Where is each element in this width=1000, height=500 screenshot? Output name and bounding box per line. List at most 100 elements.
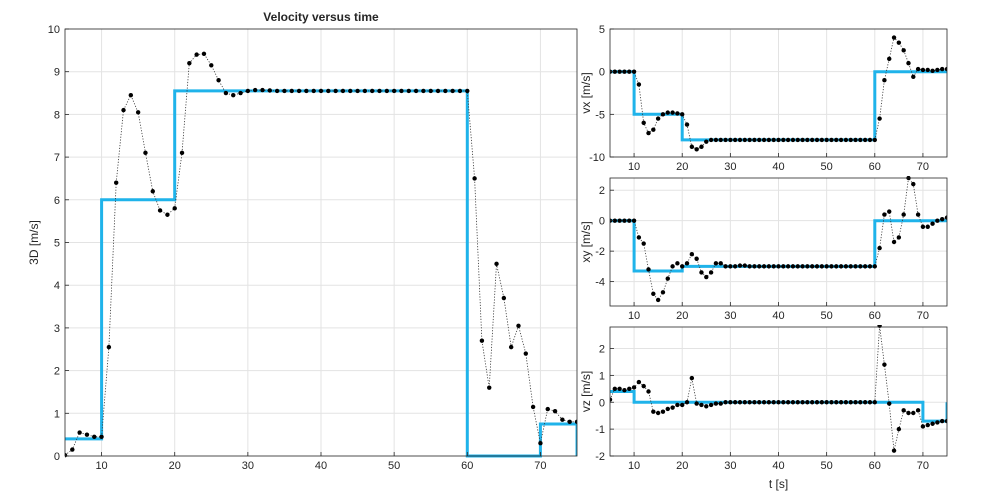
data-point: [867, 137, 873, 143]
data-point: [853, 137, 858, 143]
data-point: [732, 400, 738, 405]
data-point: [670, 110, 675, 115]
data-point: [179, 150, 185, 156]
data-point: [675, 261, 680, 266]
data-point: [684, 122, 690, 127]
data-point: [457, 88, 463, 94]
data-point: [867, 400, 873, 405]
data-point: [737, 263, 743, 268]
data-point: [636, 235, 642, 240]
data-point: [790, 264, 796, 269]
data-point: [665, 406, 670, 412]
y-tick-label: 0: [599, 67, 605, 79]
data-point: [795, 264, 800, 269]
data-point: [824, 400, 829, 405]
x-tick-label: 30: [724, 161, 736, 173]
data-point: [939, 216, 945, 222]
data-point: [622, 218, 627, 223]
data-point: [911, 181, 916, 187]
x-tick-label: 20: [169, 460, 181, 472]
x-tick-label: 10: [628, 310, 640, 322]
data-point: [781, 400, 786, 405]
y-tick-label: 6: [54, 195, 60, 207]
data-point: [761, 400, 767, 405]
data-point: [761, 264, 767, 269]
data-point: [848, 264, 853, 269]
data-point: [472, 176, 477, 181]
data-point: [939, 66, 945, 72]
x-tick-label: 40: [772, 460, 784, 472]
data-point: [326, 88, 331, 94]
data-point: [853, 400, 858, 405]
x-tick-label: 40: [772, 161, 784, 173]
data-point: [680, 112, 685, 117]
data-point: [891, 239, 897, 245]
data-point: [660, 409, 666, 414]
y-tick-label: 10: [48, 24, 60, 36]
x-tick-label: 40: [772, 310, 784, 322]
data-point: [915, 408, 921, 413]
data-point: [925, 224, 930, 229]
data-point: [838, 400, 844, 405]
data-point: [891, 448, 897, 453]
data-point: [930, 68, 935, 74]
data-point: [636, 82, 642, 87]
data-point: [882, 78, 887, 83]
data-point: [530, 404, 536, 410]
data-point: [834, 264, 839, 269]
data-point: [723, 400, 728, 405]
x-tick-label: 70: [917, 460, 929, 472]
x-tick-label: 60: [869, 310, 881, 322]
x-tick-label: 50: [821, 310, 833, 322]
data-point: [824, 137, 829, 143]
data-point: [877, 245, 882, 251]
data-point: [795, 400, 800, 405]
data-point: [819, 137, 825, 143]
data-point: [348, 88, 353, 94]
data-point: [612, 386, 618, 392]
data-point: [231, 92, 236, 98]
x-tick-label: 20: [676, 161, 688, 173]
data-point: [675, 402, 680, 408]
data-point: [805, 400, 810, 405]
data-point: [708, 402, 714, 408]
data-point: [655, 116, 661, 121]
x-tick-label: 60: [461, 460, 473, 472]
data-point: [771, 400, 776, 405]
data-point: [814, 264, 820, 269]
data-point: [747, 264, 752, 269]
data-point: [838, 137, 844, 143]
data-point: [413, 88, 419, 94]
data-point: [435, 88, 441, 94]
data-point: [362, 88, 368, 94]
data-point: [636, 379, 642, 385]
data-point: [150, 189, 155, 194]
data-point: [834, 137, 839, 143]
y-tick-label: 1: [54, 408, 60, 420]
data-point: [829, 264, 834, 269]
data-point: [843, 400, 849, 405]
data-point: [742, 263, 747, 268]
data-point: [172, 206, 177, 211]
data-point: [252, 87, 258, 93]
data-point: [627, 386, 632, 392]
y-tick-label: 0: [599, 216, 605, 228]
data-point: [747, 400, 752, 405]
data-point: [824, 264, 829, 269]
data-point: [675, 111, 680, 116]
data-point: [944, 418, 947, 424]
data-point: [766, 137, 772, 143]
step-series-line: [610, 70, 947, 142]
data-point: [333, 88, 338, 94]
data-point: [776, 264, 781, 269]
data-point: [766, 400, 772, 405]
y-tick-label: 7: [54, 152, 60, 164]
data-point: [508, 344, 514, 350]
y-axis-label: 3D [m/s]: [27, 220, 41, 265]
data-point: [920, 224, 926, 229]
data-point: [920, 424, 926, 429]
data-point: [911, 410, 916, 416]
data-point: [428, 88, 433, 94]
y-axis-label: vz [m/s]: [579, 371, 593, 412]
